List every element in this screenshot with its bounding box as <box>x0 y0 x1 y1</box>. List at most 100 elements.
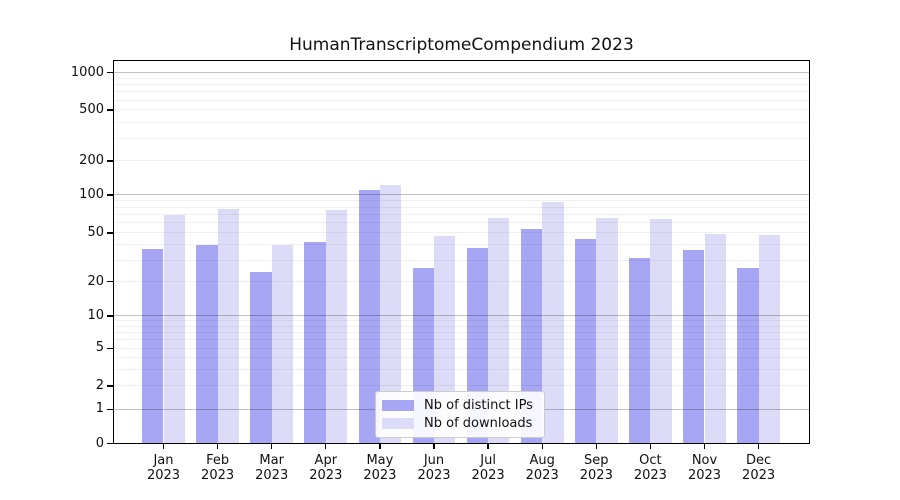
bar-nb-of-downloads-jan-2023 <box>163 215 185 444</box>
gridline-minor <box>113 121 810 123</box>
legend: Nb of distinct IPs Nb of downloads <box>375 391 545 438</box>
gridline-minor <box>113 99 810 101</box>
gridline-minor <box>113 77 810 79</box>
y-tick-label-500: 500 <box>79 101 104 117</box>
bar-nb-of-distinct-ips-oct-2023 <box>629 258 651 444</box>
y-tick-mark <box>107 232 113 234</box>
bar-nb-of-distinct-ips-feb-2023 <box>196 244 218 444</box>
bar-nb-of-downloads-may-2023 <box>379 185 402 444</box>
bar-nb-of-downloads-nov-2023 <box>704 234 726 444</box>
gridline-minor <box>113 232 810 234</box>
x-tick-label-dec-2023: Dec 2023 <box>742 452 776 484</box>
bar-nb-of-downloads-sep-2023 <box>596 217 618 444</box>
y-tick-label-2: 2 <box>95 377 104 393</box>
x-tick-label-apr-2023: Apr 2023 <box>309 452 343 484</box>
x-tick-label-oct-2023: Oct 2023 <box>633 452 667 484</box>
y-tick-mark <box>107 442 113 445</box>
y-tick-label-1000: 1000 <box>70 64 104 80</box>
gridline-minor <box>113 200 810 202</box>
x-tick-mark <box>433 443 435 449</box>
x-tick-label-feb-2023: Feb 2023 <box>201 452 235 484</box>
x-tick-mark <box>703 443 706 449</box>
gridline-major <box>113 72 810 74</box>
bar-nb-of-distinct-ips-nov-2023 <box>683 250 705 444</box>
bar-nb-of-distinct-ips-apr-2023 <box>304 242 326 444</box>
legend-label-downloads: Nb of downloads <box>424 416 533 432</box>
x-tick-label-nov-2023: Nov 2023 <box>687 452 722 484</box>
y-tick-label-10: 10 <box>87 307 104 323</box>
y-tick-mark <box>107 72 113 74</box>
x-tick-mark <box>487 443 489 449</box>
bar-nb-of-distinct-ips-jan-2023 <box>142 248 164 444</box>
gridline-minor <box>113 84 810 86</box>
bar-nb-of-downloads-mar-2023 <box>271 244 294 444</box>
y-tick-mark <box>107 408 113 410</box>
x-tick-label-sep-2023: Sep 2023 <box>579 452 613 484</box>
gridline-minor <box>113 320 810 322</box>
x-tick-label-jul-2023: Jul 2023 <box>471 452 505 484</box>
gridline-minor <box>113 347 810 349</box>
bar-nb-of-distinct-ips-dec-2023 <box>737 267 759 444</box>
gridline-major <box>113 315 810 317</box>
y-tick-label-100: 100 <box>79 186 104 202</box>
legend-label-distinct-ips: Nb of distinct IPs <box>424 397 533 413</box>
gridline-minor <box>113 357 810 359</box>
gridline-minor <box>113 368 810 370</box>
gridline-minor <box>113 385 810 387</box>
bar-nb-of-distinct-ips-may-2023 <box>358 190 380 444</box>
x-tick-mark <box>162 443 165 449</box>
y-tick-mark <box>107 385 113 387</box>
bar-nb-of-distinct-ips-aug-2023 <box>520 228 543 444</box>
gridline-minor <box>113 244 810 246</box>
legend-swatch-distinct-ips <box>382 399 414 411</box>
gridline-minor <box>113 137 810 139</box>
x-tick-label-aug-2023: Aug 2023 <box>525 452 559 484</box>
gridline-minor <box>113 160 810 162</box>
x-tick-label-jan-2023: Jan 2023 <box>146 452 181 484</box>
x-tick-mark <box>325 443 327 449</box>
y-tick-mark <box>107 315 113 317</box>
x-tick-mark <box>595 443 597 449</box>
bar-nb-of-downloads-apr-2023 <box>325 210 348 444</box>
x-tick-label-mar-2023: Mar 2023 <box>255 452 289 484</box>
x-tick-mark <box>216 443 219 449</box>
bar-nb-of-downloads-dec-2023 <box>758 235 780 444</box>
x-tick-label-may-2023: May 2023 <box>363 452 397 484</box>
x-tick-mark <box>271 443 273 449</box>
x-tick-mark <box>757 443 760 449</box>
bar-nb-of-downloads-feb-2023 <box>217 208 239 444</box>
bar-nb-of-distinct-ips-sep-2023 <box>574 238 597 444</box>
gridline-minor <box>113 281 810 283</box>
y-tick-mark <box>107 347 113 350</box>
y-tick-mark <box>107 281 113 283</box>
bar-nb-of-downloads-aug-2023 <box>542 201 564 444</box>
gridline-minor <box>113 332 810 334</box>
x-tick-mark <box>379 443 381 449</box>
gridline-minor <box>113 214 810 216</box>
gridline-minor <box>113 325 810 327</box>
y-tick-label-200: 200 <box>79 152 104 168</box>
gridline-minor <box>113 222 810 224</box>
legend-row-distinct-ips: Nb of distinct IPs <box>382 398 538 413</box>
y-tick-label-1: 1 <box>95 401 104 417</box>
gridline-major <box>113 194 810 196</box>
legend-swatch-downloads <box>382 418 414 430</box>
bar-nb-of-downloads-oct-2023 <box>650 218 672 444</box>
bar-nb-of-distinct-ips-mar-2023 <box>250 271 272 444</box>
y-tick-mark <box>107 160 113 162</box>
y-tick-label-0: 0 <box>95 435 104 451</box>
bar-nb-of-downloads-jul-2023 <box>488 217 510 444</box>
gridline-minor <box>113 206 810 208</box>
x-tick-mark <box>541 443 543 449</box>
y-tick-label-20: 20 <box>87 273 104 289</box>
chart-title: HumanTranscriptomeCompendium 2023 <box>289 35 634 55</box>
y-tick-mark <box>107 194 113 196</box>
y-tick-mark <box>107 109 113 111</box>
gridline-minor <box>113 109 810 111</box>
y-tick-label-5: 5 <box>95 340 104 356</box>
gridline-minor <box>113 339 810 341</box>
y-tick-label-50: 50 <box>87 224 104 240</box>
x-tick-mark <box>649 443 652 449</box>
x-tick-label-jun-2023: Jun 2023 <box>417 452 451 484</box>
